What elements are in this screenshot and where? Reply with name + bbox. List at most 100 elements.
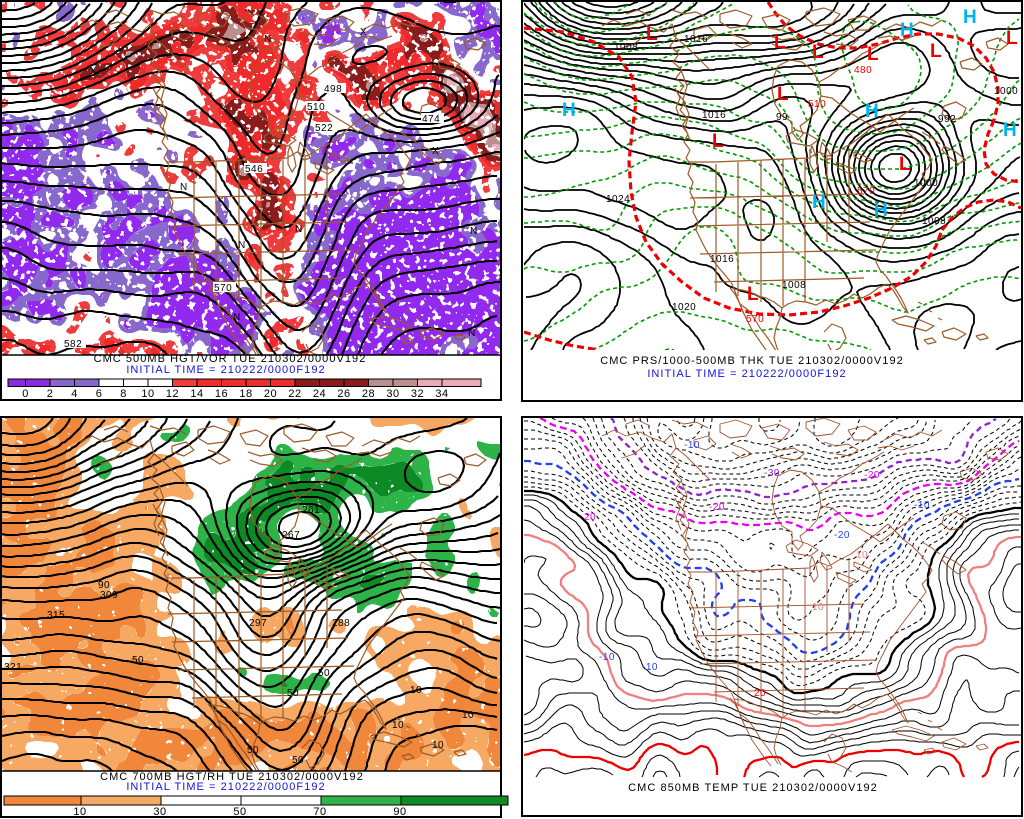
svg-text:L: L — [777, 84, 789, 105]
svg-text:288: 288 — [332, 618, 350, 629]
svg-text:1000: 1000 — [914, 178, 938, 189]
svg-text:0: 0 — [22, 388, 29, 400]
svg-text:20: 20 — [754, 688, 766, 699]
svg-text:582: 582 — [64, 339, 82, 350]
svg-text:6: 6 — [96, 388, 103, 400]
svg-text:22: 22 — [288, 388, 301, 400]
svg-text:321: 321 — [4, 662, 22, 673]
svg-text:10: 10 — [462, 710, 474, 721]
svg-text:L: L — [712, 131, 724, 152]
svg-text:20: 20 — [264, 388, 277, 400]
svg-text:H: H — [865, 101, 879, 122]
svg-text:N: N — [238, 240, 246, 251]
svg-text:-10: -10 — [642, 662, 658, 673]
svg-text:12: 12 — [166, 388, 179, 400]
svg-text:10: 10 — [812, 602, 824, 613]
svg-text:1016: 1016 — [710, 254, 734, 265]
svg-text:570: 570 — [746, 314, 764, 325]
svg-text:CMC 850MB TEMP TUE 210302/0000: CMC 850MB TEMP TUE 210302/0000V192 — [628, 782, 878, 794]
svg-text:570: 570 — [857, 186, 875, 197]
svg-text:90: 90 — [393, 806, 406, 818]
svg-text:18: 18 — [239, 388, 252, 400]
svg-text:H: H — [900, 20, 914, 41]
svg-text:4: 4 — [71, 388, 78, 400]
svg-text:90: 90 — [98, 580, 110, 591]
svg-text:34: 34 — [435, 388, 448, 400]
svg-text:10: 10 — [432, 740, 444, 751]
svg-text:L: L — [1006, 28, 1018, 49]
svg-text:510: 510 — [808, 99, 826, 110]
svg-text:CMC PRS/1000-500MB THK TUE 210: CMC PRS/1000-500MB THK TUE 210302/0000V1… — [600, 355, 904, 367]
svg-text:H: H — [874, 200, 888, 221]
svg-text:16: 16 — [215, 388, 228, 400]
svg-text:474: 474 — [422, 114, 440, 125]
svg-text:1008: 1008 — [922, 216, 946, 227]
svg-text:50: 50 — [247, 745, 259, 756]
svg-text:-20: -20 — [834, 530, 850, 541]
svg-text:570: 570 — [214, 283, 232, 294]
svg-text:1020: 1020 — [672, 302, 696, 313]
svg-text:L: L — [747, 284, 759, 305]
svg-text:50: 50 — [318, 668, 330, 679]
svg-text:H: H — [963, 7, 977, 28]
svg-text:10: 10 — [392, 720, 404, 731]
svg-text:X: X — [360, 27, 367, 38]
svg-text:N: N — [295, 224, 303, 235]
svg-text:N: N — [233, 312, 241, 323]
svg-text:1016: 1016 — [684, 34, 708, 45]
svg-text:L: L — [930, 41, 942, 62]
svg-text:L: L — [774, 32, 786, 53]
svg-text:24: 24 — [313, 388, 326, 400]
svg-text:L: L — [867, 44, 879, 65]
svg-text:H: H — [562, 100, 576, 121]
svg-text:10: 10 — [856, 550, 868, 561]
svg-text:20: 20 — [584, 512, 596, 523]
svg-text:992: 992 — [938, 114, 956, 125]
svg-text:N: N — [468, 328, 476, 339]
svg-text:X: X — [432, 146, 439, 157]
svg-text:99: 99 — [776, 112, 788, 123]
svg-text:-20: -20 — [709, 502, 725, 513]
svg-text:INITIAL TIME = 210222/0000F192: INITIAL TIME = 210222/0000F192 — [126, 781, 325, 793]
svg-text:14: 14 — [190, 388, 203, 400]
svg-text:522: 522 — [315, 123, 333, 134]
svg-text:-10: -10 — [599, 652, 615, 663]
svg-text:297: 297 — [249, 618, 267, 629]
svg-text:CMC 700MB HGT/RH TUE 210302/00: CMC 700MB HGT/RH TUE 210302/0000V192 — [100, 771, 364, 783]
svg-text:1008: 1008 — [782, 280, 806, 291]
svg-text:L: L — [646, 24, 658, 45]
svg-text:50: 50 — [292, 755, 304, 766]
svg-text:2: 2 — [47, 388, 54, 400]
svg-text:X: X — [90, 66, 97, 77]
svg-text:50: 50 — [233, 806, 246, 818]
svg-text:H: H — [1003, 120, 1017, 141]
svg-text:10: 10 — [141, 388, 154, 400]
svg-text:-10: -10 — [914, 500, 930, 511]
svg-text:26: 26 — [337, 388, 350, 400]
svg-text:10: 10 — [410, 685, 422, 696]
svg-text:1000: 1000 — [994, 86, 1018, 97]
svg-text:8: 8 — [120, 388, 127, 400]
svg-text:30: 30 — [153, 806, 166, 818]
svg-text:N: N — [180, 182, 188, 193]
svg-text:32: 32 — [411, 388, 424, 400]
svg-text:CMC 500MB HGT/VOR TUE 210302/0: CMC 500MB HGT/VOR TUE 210302/0000V192 — [94, 353, 367, 365]
svg-text:L: L — [812, 42, 824, 63]
svg-text:L: L — [899, 154, 911, 175]
svg-text:510: 510 — [307, 102, 325, 113]
svg-text:N: N — [470, 226, 478, 237]
svg-text:-10: -10 — [684, 440, 700, 451]
svg-text:INITIAL TIME = 210222/0000F192: INITIAL TIME = 210222/0000F192 — [647, 368, 846, 380]
svg-text:50: 50 — [287, 688, 299, 699]
svg-text:10: 10 — [73, 806, 86, 818]
svg-text:1008: 1008 — [614, 42, 638, 53]
svg-text:315: 315 — [47, 610, 65, 621]
svg-text:-30: -30 — [764, 468, 780, 479]
svg-text:261: 261 — [302, 505, 320, 516]
svg-text:-20: -20 — [864, 470, 880, 481]
svg-text:N: N — [264, 34, 272, 45]
svg-text:267: 267 — [282, 530, 300, 541]
svg-text:INITIAL TIME = 210222/0000F192: INITIAL TIME = 210222/0000F192 — [126, 364, 325, 376]
svg-text:28: 28 — [362, 388, 375, 400]
svg-text:H: H — [812, 192, 826, 213]
